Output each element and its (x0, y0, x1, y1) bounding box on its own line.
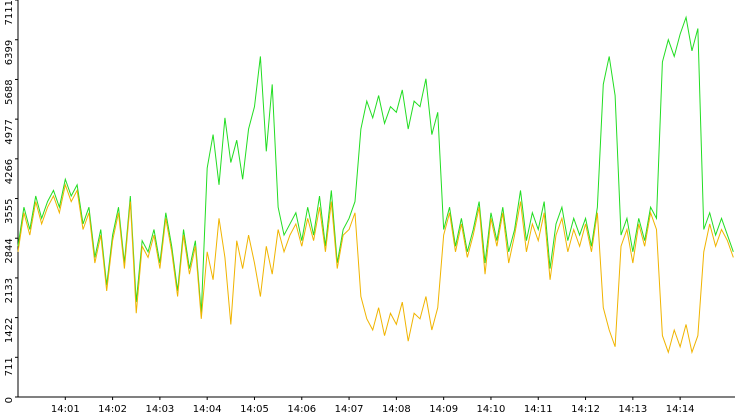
y-tick-label: 1422 (4, 318, 15, 343)
y-tick-label: 5688 (4, 79, 15, 104)
x-tick-label: 14:08 (382, 404, 411, 415)
x-tick-label: 14:06 (287, 404, 316, 415)
x-tick-label: 14:13 (618, 404, 647, 415)
x-tick-label: 14:04 (193, 404, 222, 415)
x-tick-label: 14:07 (335, 404, 364, 415)
x-tick-label: 14:12 (571, 404, 600, 415)
x-tick-label: 14:10 (477, 404, 506, 415)
series-line (17, 15, 734, 314)
y-tick-label: 0 (4, 397, 15, 403)
x-tick-label: 14:11 (524, 404, 553, 415)
y-tick-label: 2844 (4, 238, 15, 263)
y-tick-label: 2133 (4, 278, 15, 303)
y-tick-label: 4977 (4, 119, 15, 144)
x-tick-label: 14:02 (98, 404, 127, 415)
x-tick-label: 14:09 (429, 404, 458, 415)
y-tick-label: 7111 (4, 0, 15, 25)
y-tick-label: 4266 (4, 159, 15, 184)
x-tick-label: 14:01 (51, 404, 80, 415)
x-tick-label: 14:05 (240, 404, 269, 415)
y-tick-label: 3555 (4, 199, 15, 224)
y-tick-label: 711 (4, 357, 15, 376)
y-tick-label: 6399 (4, 40, 15, 65)
x-tick-label: 14:14 (666, 404, 695, 415)
x-tick-label: 14:03 (145, 404, 174, 415)
series-line (17, 183, 734, 355)
